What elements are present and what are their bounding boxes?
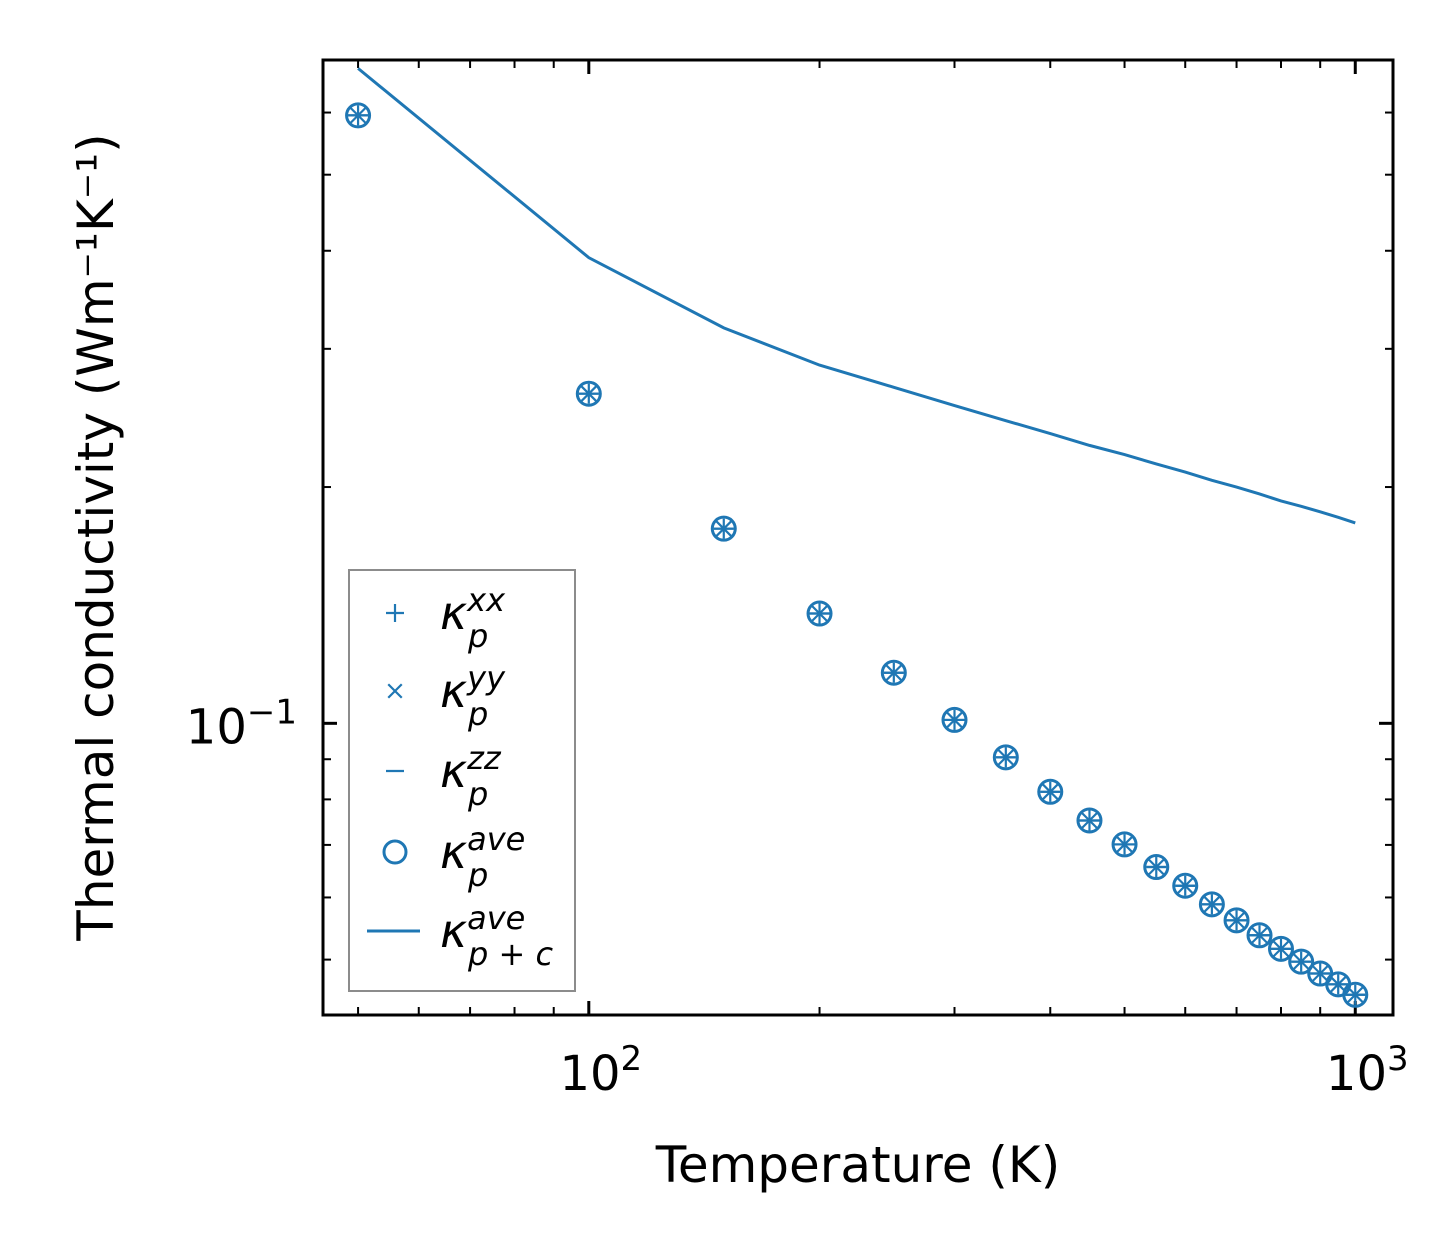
data-point xyxy=(1111,831,1138,858)
plot-frame xyxy=(321,58,1395,1017)
marker-circle xyxy=(1342,981,1369,1008)
marker-circle xyxy=(575,380,602,407)
data-point xyxy=(1267,935,1294,962)
x-tick-label: 103 xyxy=(1326,1039,1409,1102)
marker-circle xyxy=(1037,778,1064,805)
marker-circle xyxy=(1267,935,1294,962)
series-circle xyxy=(345,102,1369,1008)
marker-circle xyxy=(710,515,737,542)
data-point xyxy=(1223,907,1250,934)
marker-circle xyxy=(1288,948,1315,975)
data-point xyxy=(1143,854,1170,881)
data-point xyxy=(1342,981,1369,1008)
marker-circle xyxy=(941,706,968,733)
legend-entry-yy-1: κyy p xyxy=(387,659,506,733)
plot-area xyxy=(345,67,1369,1008)
legend-label: κave p + c xyxy=(440,899,553,973)
legend-entry-ave-3: κave p xyxy=(382,820,525,894)
marker-x-b xyxy=(387,683,403,699)
data-point xyxy=(1246,922,1273,949)
marker-circle xyxy=(1246,922,1273,949)
data-point xyxy=(345,102,372,129)
y-axis-label: Thermal conductivity (Wm⁻¹K⁻¹) xyxy=(67,133,125,941)
data-point xyxy=(941,706,968,733)
marker-circle xyxy=(880,659,907,686)
marker-circle xyxy=(1111,831,1138,858)
data-point xyxy=(710,515,737,542)
x-tick-label: 102 xyxy=(559,1039,642,1102)
x-axis-label: Temperature (K) xyxy=(655,1136,1060,1194)
legend-entry-ave-4: κave p + c xyxy=(367,899,553,973)
data-point xyxy=(1288,948,1315,975)
legend-entry-xx-0: κxx p xyxy=(386,581,506,655)
legend-label: κave p xyxy=(440,820,525,894)
data-point xyxy=(806,600,833,627)
legend-label: κyy p xyxy=(440,659,506,733)
marker-circle xyxy=(1076,807,1103,834)
marker-circle xyxy=(1172,872,1199,899)
marker-circle xyxy=(1143,854,1170,881)
data-point xyxy=(992,744,1019,771)
data-point xyxy=(1198,891,1225,918)
data-point xyxy=(880,659,907,686)
series-line-kappa-p-c-ave xyxy=(357,67,1356,525)
data-point xyxy=(575,380,602,407)
data-point xyxy=(1172,872,1199,899)
data-point xyxy=(1037,778,1064,805)
legend-label: κxx p xyxy=(440,581,506,655)
legend-entry-zz-2: κzz p xyxy=(386,739,502,813)
data-point xyxy=(1076,807,1103,834)
y-tick-label: 10−1 xyxy=(186,692,297,755)
legend-circle-swatch xyxy=(382,839,408,865)
marker-circle xyxy=(1198,891,1225,918)
marker-circle xyxy=(1223,907,1250,934)
marker-circle xyxy=(992,744,1019,771)
marker-circle xyxy=(806,600,833,627)
legend-box xyxy=(348,569,576,992)
legend-label: κzz p xyxy=(440,739,502,813)
marker-circle xyxy=(345,102,372,129)
series-hline xyxy=(348,114,1366,996)
tick-labels: 102 103 10−1 xyxy=(186,692,1409,1102)
